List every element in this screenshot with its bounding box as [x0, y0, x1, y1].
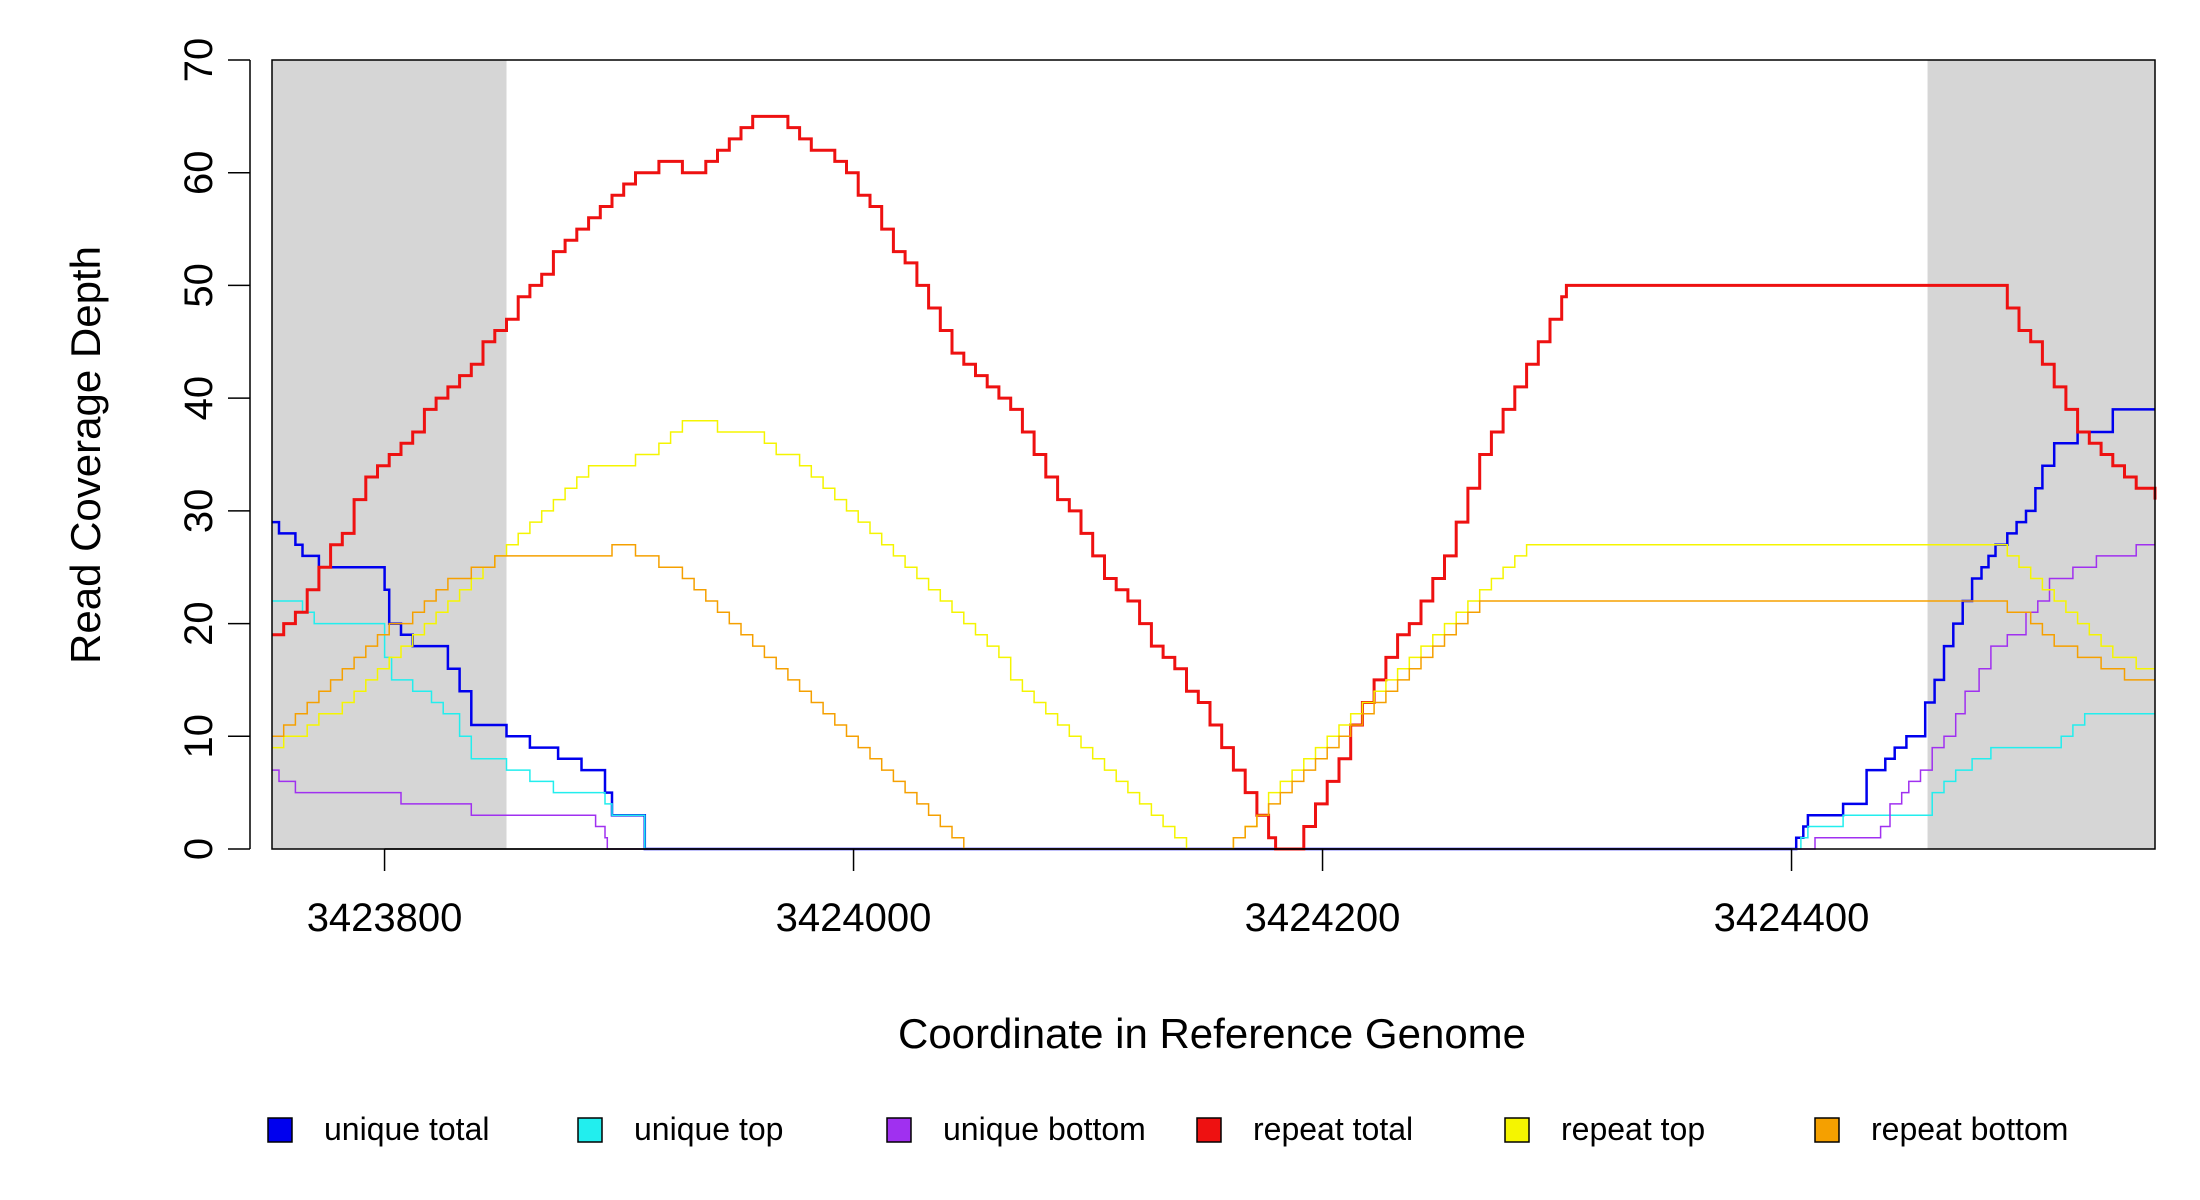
y-tick-label: 70: [177, 38, 221, 83]
y-tick-label: 30: [177, 489, 221, 534]
y-axis-label: Read Coverage Depth: [62, 246, 109, 664]
x-tick-label: 3424000: [776, 896, 932, 940]
legend-item-repeat-bottom: repeat bottom: [1814, 1111, 2068, 1147]
legend-swatch: [886, 1117, 912, 1143]
shaded-regions: [272, 60, 2155, 849]
series-line-unique-total: [272, 408, 2155, 851]
legend-swatch: [267, 1117, 293, 1143]
legend-swatch: [1814, 1117, 1840, 1143]
legend-item-unique-top: unique top: [577, 1111, 783, 1147]
legend-label: repeat bottom: [1871, 1111, 2068, 1147]
y-axis: 0 10 20 30 40 50 60 70: [177, 38, 251, 860]
y-tick-label: 10: [177, 714, 221, 759]
x-tick-label: 3424400: [1714, 896, 1870, 940]
legend-label: repeat top: [1561, 1111, 1705, 1147]
legend-item-repeat-total: repeat total: [1196, 1111, 1413, 1147]
y-tick-label: 40: [177, 376, 221, 421]
legend: unique total unique top unique bottom repea…: [267, 1111, 2068, 1147]
y-tick-label: 20: [177, 601, 221, 646]
legend-item-unique-bottom: unique bottom: [886, 1111, 1146, 1147]
legend-label: unique bottom: [943, 1111, 1146, 1147]
x-tick-label: 3424200: [1245, 896, 1401, 940]
series-line-repeat-top: [272, 419, 2155, 850]
legend-label: repeat total: [1253, 1111, 1413, 1147]
legend-item-unique-total: unique total: [267, 1111, 489, 1147]
legend-item-repeat-top: repeat top: [1504, 1111, 1705, 1147]
x-axis-label: Coordinate in Reference Genome: [898, 1010, 1526, 1057]
series-line-unique-top: [272, 600, 2155, 850]
legend-swatch: [577, 1117, 603, 1143]
series-line-repeat-bottom: [272, 543, 2155, 850]
series-line-unique-bottom: [272, 543, 2155, 850]
y-tick-label: 60: [177, 150, 221, 195]
legend-label: unique total: [324, 1111, 489, 1147]
shaded-region-2: [1927, 60, 2155, 849]
x-tick-label: 3423800: [307, 896, 463, 940]
plot-frame: [271, 59, 2156, 850]
series-line-repeat-total: [272, 114, 2157, 851]
series-lines: [272, 114, 2157, 851]
x-axis: 3423800 3424000 3424200 3424400: [307, 848, 1870, 940]
y-tick-label: 50: [177, 263, 221, 308]
legend-label: unique top: [634, 1111, 783, 1147]
legend-swatch: [1196, 1117, 1222, 1143]
legend-swatch: [1504, 1117, 1530, 1143]
y-tick-label: 0: [177, 838, 221, 860]
